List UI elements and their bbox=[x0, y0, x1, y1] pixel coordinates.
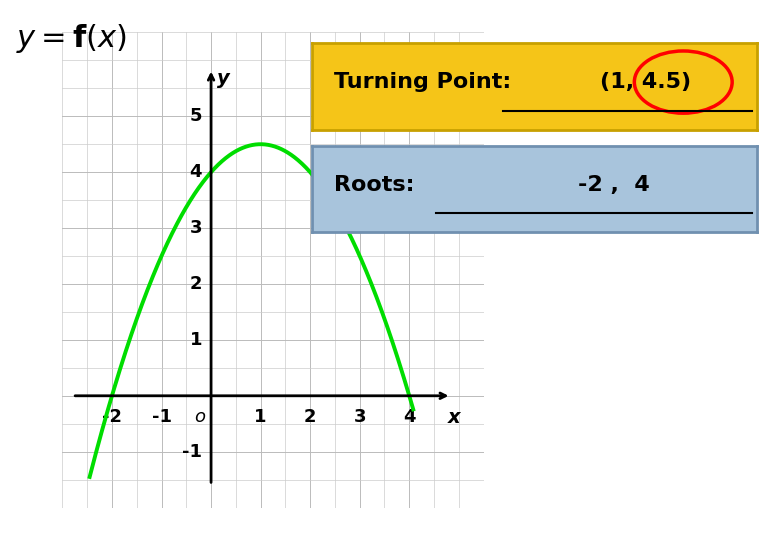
Text: 4: 4 bbox=[190, 163, 202, 181]
Text: 1: 1 bbox=[254, 408, 267, 426]
Text: o: o bbox=[194, 408, 205, 426]
Text: 5: 5 bbox=[190, 107, 202, 125]
Text: x: x bbox=[448, 408, 460, 427]
Text: -1: -1 bbox=[183, 443, 202, 461]
Text: Turning Point:: Turning Point: bbox=[335, 72, 512, 92]
Text: 1: 1 bbox=[190, 331, 202, 349]
Text: 4: 4 bbox=[403, 408, 416, 426]
Text: 3: 3 bbox=[353, 408, 366, 426]
Text: Roots:: Roots: bbox=[335, 174, 415, 195]
Text: $y = \mathbf{f}(x)$: $y = \mathbf{f}(x)$ bbox=[16, 22, 126, 55]
Text: -1: -1 bbox=[151, 408, 172, 426]
Text: 2: 2 bbox=[190, 275, 202, 293]
Text: (1, 4.5): (1, 4.5) bbox=[600, 72, 691, 92]
Text: y: y bbox=[217, 69, 230, 87]
Text: -2: -2 bbox=[102, 408, 122, 426]
Text: -2 ,  4: -2 , 4 bbox=[579, 174, 651, 195]
Text: 2: 2 bbox=[304, 408, 317, 426]
Text: 3: 3 bbox=[190, 219, 202, 237]
